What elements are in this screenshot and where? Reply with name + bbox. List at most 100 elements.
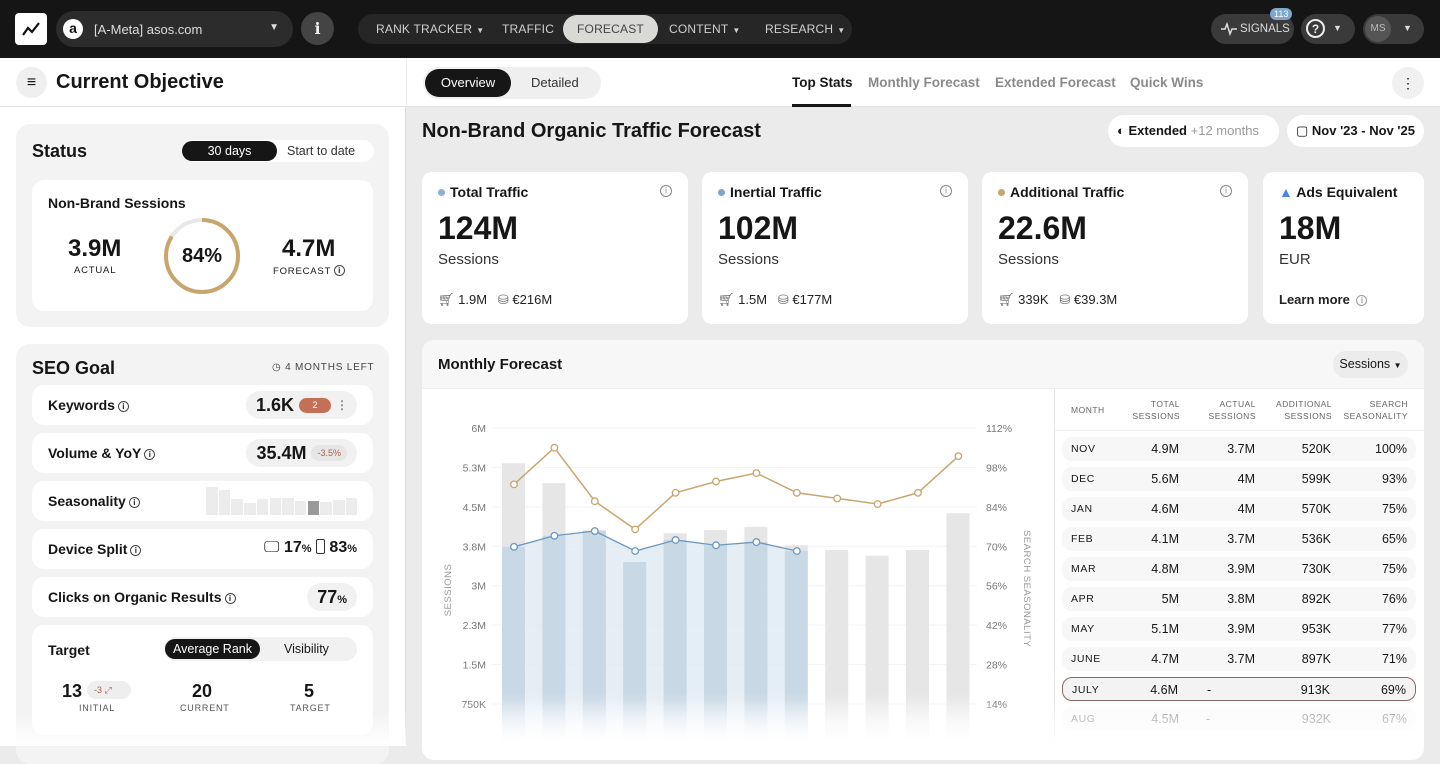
- actual-label: ACTUAL: [74, 265, 117, 276]
- metric-dropdown[interactable]: Sessions ▼: [1333, 351, 1408, 378]
- project-selector[interactable]: a [A-Meta] asos.com ▼: [56, 11, 293, 47]
- stat-unit: Sessions: [718, 251, 779, 268]
- tab-extended-forecast[interactable]: Extended Forecast: [995, 75, 1116, 90]
- keywords-value-pill: 1.6K 2 ⋮: [245, 391, 357, 419]
- additional-sessions: 520K: [1301, 442, 1331, 456]
- search-seasonality: 77%: [1381, 622, 1407, 636]
- forecast-header: [422, 340, 1424, 389]
- actual-value: 3.9M: [68, 235, 122, 262]
- table-row[interactable]: APR 5M 3.8M 892K 76%: [1062, 587, 1416, 611]
- nav-forecast[interactable]: FORECAST: [563, 15, 658, 43]
- conversions: 1.9M: [458, 292, 488, 307]
- column-header[interactable]: MONTH: [1071, 405, 1105, 415]
- y2-tick-label: 84%: [986, 502, 1007, 514]
- date-range: Nov '23 - Nov '25: [1311, 123, 1415, 138]
- nav-content[interactable]: CONTENT ▼: [655, 15, 755, 43]
- column-header[interactable]: TOTAL SESSIONS: [1132, 399, 1180, 421]
- toggle-average-rank[interactable]: Average Rank: [165, 639, 260, 659]
- help-menu[interactable]: ? ▼: [1301, 14, 1355, 44]
- stat-title: Additional Traffic: [998, 184, 1124, 200]
- stat-title-text: Additional Traffic: [1010, 184, 1125, 200]
- table-row[interactable]: JAN 4.6M 4M 570K 75%: [1062, 497, 1416, 521]
- search-seasonality: 65%: [1381, 532, 1407, 546]
- info-icon[interactable]: i: [117, 401, 129, 412]
- active-tab-indicator: [792, 104, 851, 107]
- keywords-label: Keywords: [48, 397, 115, 413]
- user-menu[interactable]: MS ▼: [1363, 14, 1424, 44]
- seasonality-bar: [256, 499, 269, 515]
- table-row[interactable]: JUNE 4.7M 3.7M 897K 71%: [1062, 647, 1416, 671]
- extended-extra: +12 months: [1190, 123, 1259, 138]
- volume-value: 35.4M: [256, 443, 307, 463]
- tab-top-stats[interactable]: Top Stats: [792, 75, 853, 90]
- column-header[interactable]: ACTUAL SESSIONS: [1208, 399, 1256, 421]
- date-range-picker[interactable]: ▢ Nov '23 - Nov '25: [1287, 115, 1424, 147]
- nav-label: FORECAST: [577, 22, 644, 36]
- progress-percent: 84%: [181, 245, 223, 267]
- extended-toggle[interactable]: ◐ Extended +12 months: [1108, 115, 1279, 147]
- more-icon[interactable]: ⋮: [336, 398, 348, 412]
- coins-icon: ⛁: [497, 292, 509, 307]
- keywords-badge: 2: [299, 398, 331, 413]
- info-icon[interactable]: i: [1220, 185, 1232, 197]
- info-icon[interactable]: i: [660, 185, 672, 197]
- percent-unit: %: [337, 594, 347, 606]
- toggle-30-days[interactable]: 30 days: [182, 141, 277, 161]
- caret-down-icon: ▼: [1393, 361, 1402, 370]
- table-row[interactable]: NOV 4.9M 3.7M 520K 100%: [1062, 437, 1416, 461]
- actual-sessions: 4M: [1237, 502, 1255, 516]
- info-icon[interactable]: i: [940, 185, 952, 197]
- table-row[interactable]: MAR 4.8M 3.9M 730K 75%: [1062, 557, 1416, 581]
- toggle-detailed[interactable]: Detailed: [531, 75, 579, 90]
- nav-research[interactable]: RESEARCH ▼: [751, 15, 859, 43]
- keywords-row[interactable]: Keywords i 1.6K 2 ⋮: [32, 385, 373, 425]
- toggle-start-to-date[interactable]: Start to date: [287, 144, 356, 158]
- more-options-button[interactable]: ⋮: [1392, 67, 1424, 99]
- additional-sessions: 570K: [1301, 502, 1331, 516]
- info-icon[interactable]: i: [334, 265, 346, 276]
- column-header[interactable]: SEARCH SEASONALITY: [1343, 399, 1408, 421]
- info-icon[interactable]: i: [144, 449, 156, 460]
- nav-traffic[interactable]: TRAFFIC: [488, 15, 568, 43]
- column-header[interactable]: ADDITIONAL SESSIONS: [1275, 399, 1332, 421]
- info-button[interactable]: i: [301, 12, 334, 45]
- percent-unit: %: [301, 543, 312, 555]
- info-icon[interactable]: i: [130, 545, 142, 556]
- additional-sessions: 953K: [1301, 622, 1331, 636]
- forecast-label-text: FORECAST: [273, 266, 332, 277]
- tab-quick-wins[interactable]: Quick Wins: [1130, 75, 1204, 90]
- google-ads-icon: ▲: [1279, 184, 1293, 200]
- stat-unit: Sessions: [438, 251, 499, 268]
- toggle-visibility[interactable]: Visibility: [284, 642, 329, 656]
- metric-value: Sessions: [1339, 357, 1391, 371]
- search-seasonality: 75%: [1381, 502, 1407, 516]
- current-rank: 20: [192, 681, 213, 701]
- additional-sessions: 730K: [1301, 562, 1331, 576]
- app-logo[interactable]: [15, 13, 47, 45]
- stat-footer: 🛒︎ 1.9M ⛁ €216M: [438, 292, 552, 308]
- seasonality-row: Seasonality i: [32, 481, 373, 521]
- divider: [1055, 430, 1424, 431]
- y-tick-label: 6M: [471, 423, 486, 435]
- table-row[interactable]: DEC 5.6M 4M 599K 93%: [1062, 467, 1416, 491]
- tab-monthly-forecast[interactable]: Monthly Forecast: [868, 75, 980, 90]
- table-row[interactable]: JULY 4.6M - 913K 69%: [1062, 677, 1416, 701]
- actual-sessions: 3.9M: [1227, 622, 1255, 636]
- table-row[interactable]: MAY 5.1M 3.9M 953K 77%: [1062, 617, 1416, 641]
- seasonality-bar: [231, 499, 243, 515]
- table-row[interactable]: FEB 4.1M 3.7M 536K 65%: [1062, 527, 1416, 551]
- signals-count-badge: 113: [1270, 8, 1293, 20]
- toggle-overview[interactable]: Overview: [425, 69, 511, 97]
- additional-sessions: 897K: [1301, 652, 1331, 666]
- menu-button[interactable]: ≡: [16, 67, 47, 98]
- nav-rank-tracker[interactable]: RANK TRACKER ▼: [362, 15, 498, 43]
- learn-more-link[interactable]: Learn more i: [1279, 292, 1368, 307]
- total-sessions: 4.1M: [1151, 532, 1179, 546]
- volume-value-pill: 35.4M -3.5%: [246, 439, 357, 467]
- search-seasonality: 75%: [1381, 562, 1407, 576]
- yoy-change-badge: -3.5%: [311, 445, 347, 461]
- seasonality-mini-chart: [206, 487, 358, 515]
- info-icon[interactable]: i: [128, 497, 140, 508]
- info-icon[interactable]: i: [224, 593, 236, 604]
- chart-fade: [492, 390, 992, 746]
